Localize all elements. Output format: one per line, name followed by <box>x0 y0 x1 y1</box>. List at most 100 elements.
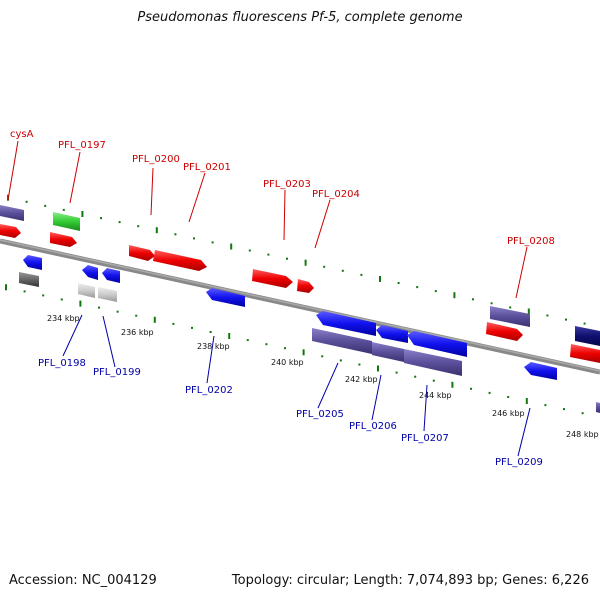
minor-tick <box>563 408 565 411</box>
gene-label[interactable]: PFL_0204 <box>312 189 360 200</box>
minor-tick <box>583 322 586 325</box>
map-title: Pseudomonas fluorescens Pf-5, complete g… <box>137 10 463 25</box>
gene-feature[interactable] <box>490 306 530 327</box>
forward-gene-labels: cysA PFL_0197 PFL_0200 PFL_0201 PFL_0203… <box>10 129 555 247</box>
gene-label[interactable]: PFL_0202 <box>185 385 233 396</box>
kbp-label: 244 kbp <box>419 391 452 400</box>
minor-tick <box>191 326 193 329</box>
minor-tick <box>323 265 326 268</box>
gene-feature[interactable] <box>153 250 207 271</box>
minor-tick <box>284 347 286 350</box>
minor-tick <box>60 298 63 301</box>
minor-tick <box>581 412 584 415</box>
gene-feature[interactable] <box>372 342 404 362</box>
gene-feature[interactable] <box>53 212 80 231</box>
major-tick <box>153 316 156 323</box>
major-tick <box>451 381 454 388</box>
gene-feature[interactable] <box>312 328 372 354</box>
gene-feature[interactable] <box>316 311 376 336</box>
kbp-label: 236 kbp <box>121 328 154 337</box>
gene-label[interactable]: PFL_0197 <box>58 140 106 151</box>
gene-feature[interactable] <box>19 272 39 287</box>
gene-feature[interactable] <box>102 268 120 283</box>
gene-label[interactable]: PFL_0199 <box>93 367 141 378</box>
minor-tick <box>544 404 547 407</box>
minor-tick <box>341 269 344 272</box>
minor-tick <box>118 221 121 224</box>
minor-tick <box>265 343 268 346</box>
minor-tick <box>248 249 251 252</box>
major-tick <box>527 308 530 315</box>
gene-feature[interactable] <box>82 265 98 280</box>
gene-feature[interactable] <box>23 255 42 270</box>
kbp-label: 242 kbp <box>345 375 378 384</box>
minor-tick <box>321 355 324 358</box>
minor-tick <box>339 359 342 362</box>
gene-feature[interactable] <box>575 326 600 346</box>
kbp-label: 248 kbp <box>566 430 599 439</box>
gene-feature[interactable] <box>78 283 95 298</box>
minor-tick <box>358 363 361 366</box>
gene-feature[interactable] <box>0 205 24 221</box>
gene-label[interactable]: PFL_0200 <box>132 154 180 165</box>
gene-label[interactable]: cysA <box>10 129 34 140</box>
major-tick <box>155 227 158 234</box>
gene-feature[interactable] <box>486 322 523 341</box>
minor-tick <box>267 253 270 256</box>
minor-tick <box>414 375 417 378</box>
gene-feature[interactable] <box>404 349 462 376</box>
minor-tick <box>209 331 212 333</box>
topology-text: Topology: circular; Length: 7,074,893 bp… <box>231 573 589 588</box>
reverse-gene-labels: PFL_0198 PFL_0199 PFL_0202 PFL_0205 PFL_… <box>38 358 543 468</box>
gene-feature[interactable] <box>206 288 245 307</box>
kbp-label: 234 kbp <box>47 314 80 323</box>
label-leader-lines <box>7 140 531 457</box>
gene-label[interactable]: PFL_0209 <box>495 457 543 468</box>
minor-tick <box>286 257 288 260</box>
minor-tick <box>174 233 177 236</box>
minor-tick <box>509 306 512 309</box>
major-tick <box>377 365 379 372</box>
gene-label[interactable]: PFL_0198 <box>38 358 86 369</box>
gene-label[interactable]: PFL_0207 <box>401 433 449 444</box>
major-tick <box>228 333 231 339</box>
minor-tick <box>470 387 472 390</box>
gene-feature[interactable] <box>50 232 77 247</box>
minor-tick <box>25 200 28 203</box>
gene-feature[interactable] <box>252 269 293 288</box>
minor-tick <box>62 208 65 211</box>
minor-tick <box>23 290 26 293</box>
kbp-labels: 234 kbp 236 kbp 238 kbp 240 kbp 242 kbp … <box>47 314 599 439</box>
gene-label[interactable]: PFL_0201 <box>183 162 231 173</box>
gene-label[interactable]: PFL_0203 <box>263 179 311 190</box>
minor-tick <box>116 310 119 313</box>
gene-feature[interactable] <box>407 331 467 357</box>
minor-tick <box>546 314 549 317</box>
minor-tick <box>434 290 437 293</box>
minor-tick <box>432 379 435 382</box>
kbp-label: 238 kbp <box>197 342 230 351</box>
minor-tick <box>395 371 398 374</box>
gene-feature[interactable] <box>0 224 21 238</box>
gene-feature[interactable] <box>570 344 600 363</box>
major-tick <box>81 211 84 217</box>
outer-tick-ring <box>7 194 586 325</box>
gene-feature[interactable] <box>376 325 408 343</box>
gene-feature[interactable] <box>596 402 600 413</box>
gene-label[interactable]: PFL_0205 <box>296 409 344 420</box>
gene-feature[interactable] <box>98 287 117 302</box>
gene-label[interactable]: PFL_0208 <box>507 236 555 247</box>
minor-tick <box>98 306 100 309</box>
minor-tick <box>42 294 45 297</box>
major-tick <box>230 243 233 250</box>
minor-tick <box>360 273 363 276</box>
gene-feature[interactable] <box>129 245 155 261</box>
gene-feature[interactable] <box>297 279 314 293</box>
minor-tick <box>135 314 138 317</box>
gene-feature[interactable] <box>524 362 557 380</box>
gene-label[interactable]: PFL_0206 <box>349 421 397 432</box>
minor-tick <box>100 217 102 220</box>
major-tick <box>304 259 307 266</box>
minor-tick <box>137 225 140 228</box>
